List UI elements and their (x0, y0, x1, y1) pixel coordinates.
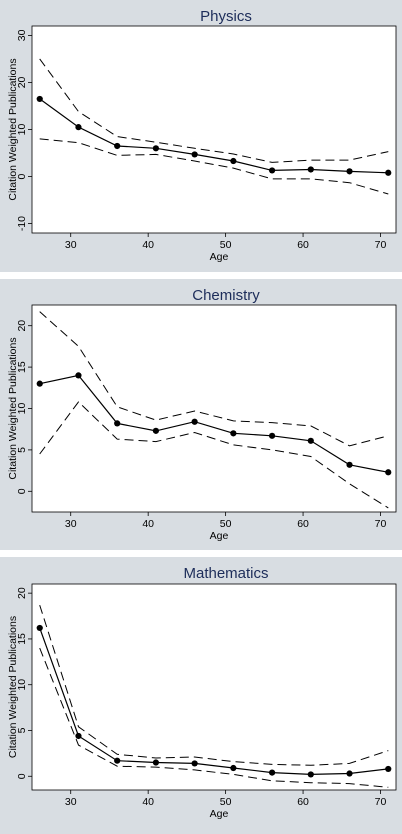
data-point (152, 759, 160, 766)
x-tick-label: 50 (220, 796, 232, 808)
x-tick-label: 30 (65, 518, 77, 530)
x-tick-label: 40 (142, 796, 154, 808)
data-point (307, 771, 314, 778)
data-point (230, 430, 237, 437)
y-tick-label: 10 (16, 124, 28, 136)
data-point (114, 757, 121, 764)
chart-panel-physics: Physics 30 40 50 60 70 -10 0 10 20 30 Age Citation W… (0, 0, 402, 272)
x-tick-label: 40 (142, 239, 154, 251)
x-tick-label: 60 (297, 239, 309, 251)
x-axis-label: Age (210, 251, 229, 263)
chart-title: Physics (200, 8, 252, 25)
series-line-lower (39, 138, 389, 195)
data-point (385, 169, 392, 176)
plot-area (31, 583, 397, 791)
data-point (152, 145, 160, 152)
data-point (36, 95, 43, 103)
data-point (191, 418, 198, 425)
series-line-estimate (39, 627, 389, 776)
plot-area (31, 304, 397, 513)
series-line-lower (39, 647, 389, 788)
series-line-estimate (39, 374, 389, 473)
data-point (307, 166, 314, 173)
x-tick-label: 30 (65, 796, 77, 808)
y-tick-label: 10 (16, 679, 28, 691)
data-point (385, 765, 392, 773)
y-tick-label: 0 (16, 173, 28, 179)
y-tick-label: 15 (16, 633, 28, 645)
y-tick-label: 0 (16, 773, 28, 779)
x-tick-label: 40 (142, 518, 154, 530)
chart-panel-mathematics: Mathematics 30 40 50 60 70 0 5 10 15 20 Age Citation… (0, 557, 402, 834)
x-tick-label: 50 (220, 518, 232, 530)
data-point (307, 437, 314, 444)
y-tick-label: 15 (16, 361, 28, 373)
data-point (346, 770, 353, 777)
x-tick-label: 60 (297, 796, 309, 808)
data-point (268, 432, 276, 439)
data-point (346, 461, 353, 468)
data-point (75, 124, 82, 131)
data-point (230, 764, 237, 772)
data-point (75, 732, 82, 740)
data-point (191, 151, 198, 158)
y-tick-label: 5 (16, 727, 28, 733)
y-tick-label: -10 (16, 216, 28, 231)
x-axis-label: Age (210, 808, 229, 820)
x-tick-label: 60 (297, 518, 309, 530)
y-axis-label: Citation Weighted Publications (7, 616, 19, 758)
data-point (346, 168, 353, 175)
data-point (268, 167, 276, 174)
series-line-upper (39, 58, 389, 163)
data-point (268, 769, 276, 776)
y-tick-label: 5 (16, 447, 28, 453)
data-point (36, 380, 43, 387)
data-point (152, 427, 160, 434)
x-tick-label: 70 (375, 796, 387, 808)
plot-area (31, 25, 397, 234)
series-line-estimate (39, 98, 389, 174)
data-point (230, 157, 237, 165)
x-tick-label: 70 (375, 239, 387, 251)
series-line-upper (39, 604, 389, 766)
y-tick-label: 30 (16, 29, 28, 41)
x-axis-label: Age (210, 530, 229, 542)
y-axis-label: Citation Weighted Publications (7, 337, 19, 479)
y-tick-label: 20 (16, 76, 28, 88)
y-tick-label: 20 (16, 587, 28, 599)
y-tick-label: 10 (16, 403, 28, 415)
data-point (114, 142, 121, 150)
chart-panel-chemistry: Chemistry 30 40 50 60 70 0 5 10 15 20 Age Citation W… (0, 279, 402, 550)
chart-title: Chemistry (192, 287, 260, 304)
data-point (191, 760, 198, 767)
y-axis-label: Citation Weighted Publications (7, 58, 19, 200)
data-point (385, 469, 392, 476)
series-line-lower (39, 401, 389, 509)
data-point (114, 420, 121, 427)
x-tick-label: 70 (375, 518, 387, 530)
y-tick-label: 0 (16, 488, 28, 494)
y-tick-label: 20 (16, 320, 28, 332)
series-line-upper (39, 311, 389, 447)
data-point (75, 372, 82, 379)
x-tick-label: 30 (65, 239, 77, 251)
chart-title: Mathematics (183, 565, 268, 582)
data-point (36, 624, 43, 632)
x-tick-label: 50 (220, 239, 232, 251)
